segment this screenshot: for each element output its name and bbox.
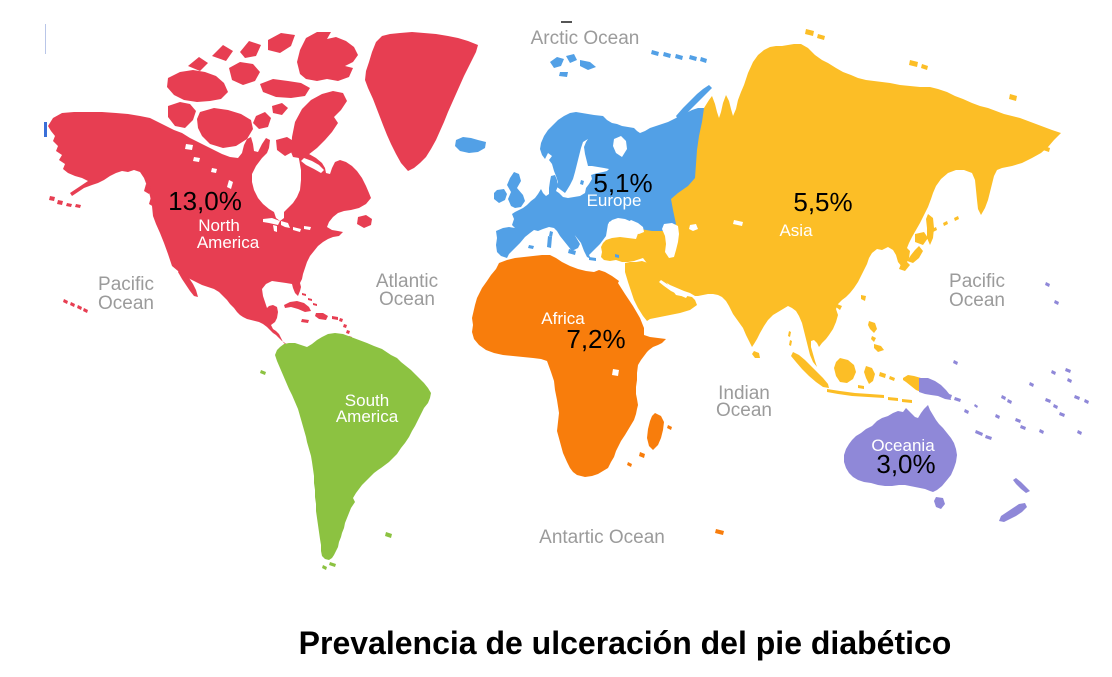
- svg-text:Oceania: Oceania: [871, 436, 935, 455]
- svg-text:Atlantic: Atlantic: [376, 271, 438, 292]
- svg-text:America: America: [336, 407, 399, 426]
- svg-text:Prevalencia de ulceración del: Prevalencia de ulceración del pie diabét…: [299, 625, 952, 661]
- svg-text:South: South: [345, 391, 389, 410]
- svg-text:3,0%: 3,0%: [876, 449, 935, 479]
- svg-text:Europe: Europe: [587, 191, 642, 210]
- svg-text:Africa: Africa: [541, 309, 585, 328]
- svg-text:Indian: Indian: [718, 383, 770, 404]
- svg-text:Ocean: Ocean: [379, 289, 435, 310]
- svg-text:Ocean: Ocean: [98, 293, 154, 314]
- svg-text:Antartic Ocean: Antartic Ocean: [539, 527, 665, 548]
- svg-text:America: America: [197, 233, 260, 252]
- svg-text:5,5%: 5,5%: [793, 187, 852, 217]
- svg-text:Arctic Ocean: Arctic Ocean: [531, 28, 640, 49]
- svg-text:Pacific: Pacific: [949, 271, 1005, 292]
- svg-text:Ocean: Ocean: [716, 400, 772, 421]
- svg-text:North: North: [198, 216, 240, 235]
- svg-text:5,1%: 5,1%: [593, 168, 652, 198]
- svg-text:13,0%: 13,0%: [168, 186, 242, 216]
- svg-text:7,2%: 7,2%: [566, 324, 625, 354]
- svg-text:Ocean: Ocean: [949, 290, 1005, 311]
- svg-text:Asia: Asia: [779, 221, 813, 240]
- svg-text:Pacific: Pacific: [98, 274, 154, 295]
